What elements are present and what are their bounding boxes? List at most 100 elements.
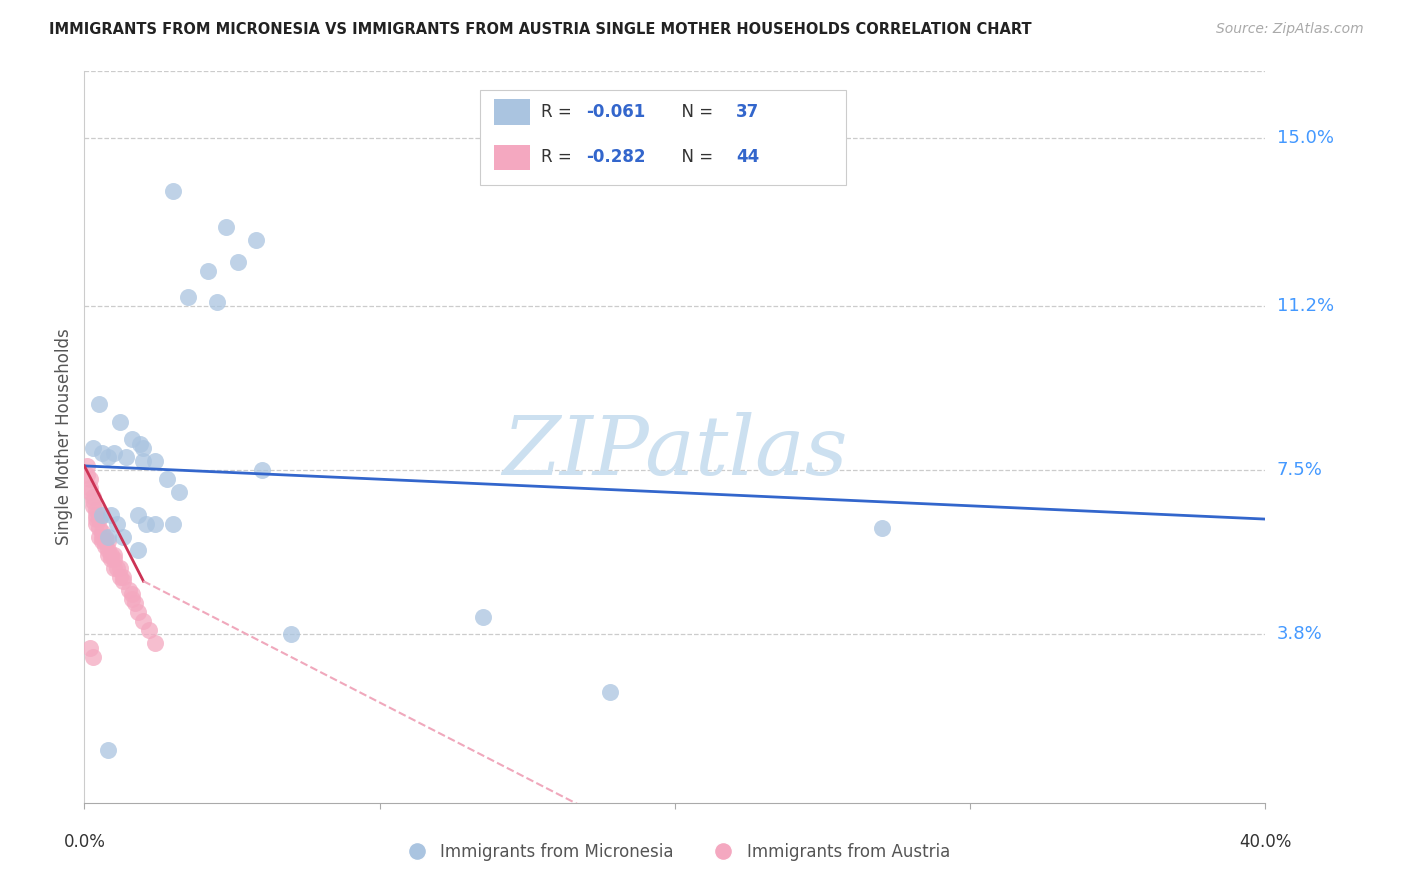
Point bbox=[162, 184, 184, 198]
Point bbox=[108, 561, 131, 575]
Point bbox=[97, 534, 120, 549]
Point bbox=[135, 516, 157, 531]
Point bbox=[82, 441, 104, 455]
Point bbox=[103, 561, 125, 575]
Point bbox=[226, 255, 249, 269]
Text: 3.8%: 3.8% bbox=[1277, 625, 1322, 643]
Point bbox=[87, 512, 111, 526]
Point bbox=[127, 605, 149, 619]
Text: 40.0%: 40.0% bbox=[1239, 833, 1292, 851]
Point bbox=[91, 508, 114, 522]
Point bbox=[121, 591, 143, 606]
Point bbox=[472, 609, 495, 624]
FancyBboxPatch shape bbox=[479, 90, 846, 185]
Point bbox=[121, 432, 143, 446]
Point bbox=[100, 548, 122, 562]
Point bbox=[82, 649, 104, 664]
Text: 11.2%: 11.2% bbox=[1277, 297, 1334, 315]
Point bbox=[245, 233, 267, 247]
Point bbox=[91, 525, 114, 540]
Point bbox=[105, 516, 128, 531]
Point bbox=[79, 640, 101, 655]
Point bbox=[79, 485, 101, 500]
Point bbox=[100, 508, 122, 522]
FancyBboxPatch shape bbox=[494, 145, 530, 170]
Point bbox=[132, 454, 155, 468]
Point bbox=[124, 596, 146, 610]
Text: 7.5%: 7.5% bbox=[1277, 461, 1323, 479]
Point bbox=[118, 582, 141, 597]
Point bbox=[84, 516, 107, 531]
Point bbox=[207, 294, 229, 309]
Point bbox=[91, 534, 114, 549]
Point bbox=[127, 543, 149, 558]
Point bbox=[94, 534, 117, 549]
Text: R =: R = bbox=[541, 103, 578, 120]
Legend: Immigrants from Micronesia, Immigrants from Austria: Immigrants from Micronesia, Immigrants f… bbox=[394, 837, 956, 868]
Text: N =: N = bbox=[671, 148, 718, 166]
Point bbox=[143, 516, 166, 531]
Point bbox=[103, 548, 125, 562]
Point bbox=[108, 570, 131, 584]
Point bbox=[82, 499, 104, 513]
Point bbox=[84, 512, 107, 526]
Point bbox=[121, 587, 143, 601]
Text: 44: 44 bbox=[737, 148, 759, 166]
Point bbox=[129, 436, 152, 450]
Text: -0.282: -0.282 bbox=[586, 148, 645, 166]
Point bbox=[87, 530, 111, 544]
Point bbox=[97, 450, 120, 464]
Point bbox=[82, 494, 104, 508]
Point bbox=[197, 264, 219, 278]
Point bbox=[79, 472, 101, 486]
Y-axis label: Single Mother Households: Single Mother Households bbox=[55, 329, 73, 545]
Text: N =: N = bbox=[671, 103, 718, 120]
Point bbox=[127, 508, 149, 522]
Point bbox=[97, 548, 120, 562]
Point bbox=[111, 570, 134, 584]
Point bbox=[111, 574, 134, 589]
Point bbox=[215, 219, 238, 234]
Point bbox=[91, 445, 114, 459]
Point bbox=[100, 552, 122, 566]
Point bbox=[143, 636, 166, 650]
Point bbox=[177, 290, 200, 304]
Point bbox=[94, 539, 117, 553]
Point bbox=[105, 561, 128, 575]
Point bbox=[97, 543, 120, 558]
Text: IMMIGRANTS FROM MICRONESIA VS IMMIGRANTS FROM AUSTRIA SINGLE MOTHER HOUSEHOLDS C: IMMIGRANTS FROM MICRONESIA VS IMMIGRANTS… bbox=[49, 22, 1032, 37]
Text: -0.061: -0.061 bbox=[586, 103, 645, 120]
Point bbox=[280, 627, 302, 641]
Point bbox=[91, 530, 114, 544]
Point bbox=[84, 508, 107, 522]
Point bbox=[97, 530, 120, 544]
Point bbox=[76, 458, 98, 473]
Point bbox=[76, 467, 98, 482]
Point bbox=[250, 463, 273, 477]
Point bbox=[143, 454, 166, 468]
Point bbox=[84, 503, 107, 517]
Point bbox=[103, 552, 125, 566]
Point bbox=[87, 521, 111, 535]
Text: 0.0%: 0.0% bbox=[63, 833, 105, 851]
Text: ZIPatlas: ZIPatlas bbox=[502, 412, 848, 491]
Point bbox=[599, 685, 621, 699]
Text: Source: ZipAtlas.com: Source: ZipAtlas.com bbox=[1216, 22, 1364, 37]
Text: 37: 37 bbox=[737, 103, 759, 120]
Text: R =: R = bbox=[541, 148, 578, 166]
Point bbox=[87, 397, 111, 411]
Point bbox=[138, 623, 160, 637]
Point bbox=[111, 530, 134, 544]
Point bbox=[94, 530, 117, 544]
Point bbox=[108, 415, 131, 429]
Point bbox=[82, 490, 104, 504]
FancyBboxPatch shape bbox=[494, 99, 530, 125]
Point bbox=[103, 445, 125, 459]
Point bbox=[97, 742, 120, 756]
Point bbox=[132, 441, 155, 455]
Point bbox=[156, 472, 179, 486]
Point bbox=[870, 521, 893, 535]
Point bbox=[132, 614, 155, 628]
Point bbox=[162, 516, 184, 531]
Point bbox=[167, 485, 190, 500]
